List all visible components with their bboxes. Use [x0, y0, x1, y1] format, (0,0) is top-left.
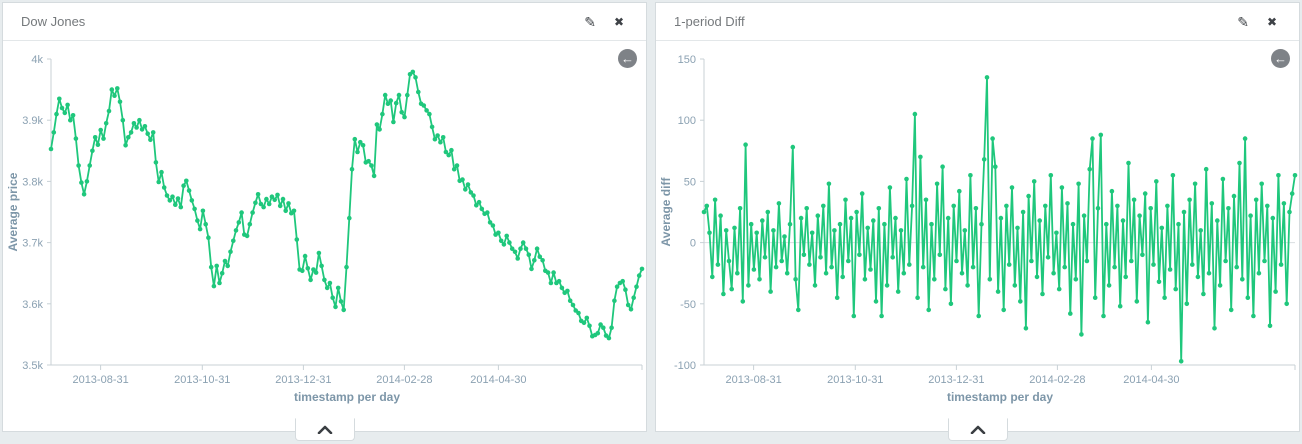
panel-actions: ✎ ✖ [1237, 15, 1299, 29]
dow-jones-line-chart[interactable]: 4k 3.9k 3.8k 3.7k 3.6k 3.5k 2013-08-31 2013-10-… [4, 41, 645, 418]
close-icon[interactable]: ✖ [1266, 14, 1277, 29]
svg-text:-50: -50 [680, 299, 696, 311]
panel-header: Dow Jones ✎ ✖ [3, 3, 646, 41]
back-circle-button[interactable]: ← [618, 49, 637, 68]
panel-1-period-diff: 1-period Diff ✎ ✖ 150 100 50 0 -50 -100 2013-0… [655, 2, 1300, 441]
svg-text:2014-04-30: 2014-04-30 [470, 374, 526, 386]
back-circle-button[interactable]: ← [1271, 49, 1290, 68]
chevron-up-icon [317, 425, 332, 434]
panel-title: 1-period Diff [674, 14, 745, 29]
svg-text:timestamp per day: timestamp per day [294, 390, 400, 404]
svg-text:2014-02-28: 2014-02-28 [376, 374, 432, 386]
diff-line-chart[interactable]: 150 100 50 0 -50 -100 2013-08-31 2013-10-31 2013… [657, 41, 1298, 418]
svg-text:Average price: Average price [6, 172, 20, 251]
panel-dow-jones: Dow Jones ✎ ✖ 4k 3.9k 3.8k 3.7k 3.6k 3.5k 2013… [2, 2, 647, 441]
svg-text:2014-02-28: 2014-02-28 [1029, 374, 1085, 386]
svg-text:-100: -100 [674, 360, 696, 372]
svg-text:2013-10-31: 2013-10-31 [827, 374, 883, 386]
chevron-up-icon [970, 425, 985, 434]
svg-text:3.5k: 3.5k [22, 360, 43, 372]
panel-header: 1-period Diff ✎ ✖ [656, 3, 1299, 41]
back-arrow-icon: ← [1274, 51, 1287, 66]
panel-actions: ✎ ✖ [584, 15, 646, 29]
svg-text:Average diff: Average diff [659, 177, 673, 247]
svg-text:2013-12-31: 2013-12-31 [275, 374, 331, 386]
svg-text:2013-10-31: 2013-10-31 [174, 374, 230, 386]
svg-text:timestamp per day: timestamp per day [947, 390, 1053, 404]
pencil-icon[interactable]: ✎ [1237, 13, 1249, 30]
chart-body: 4k 3.9k 3.8k 3.7k 3.6k 3.5k 2013-08-31 2013-10-… [3, 41, 646, 431]
svg-text:2013-08-31: 2013-08-31 [725, 374, 781, 386]
close-icon[interactable]: ✖ [613, 14, 624, 29]
svg-text:100: 100 [678, 115, 696, 127]
svg-text:2013-12-31: 2013-12-31 [928, 374, 984, 386]
svg-text:3.8k: 3.8k [22, 176, 43, 188]
panel-title: Dow Jones [21, 14, 86, 29]
svg-text:150: 150 [678, 54, 696, 66]
collapse-tab[interactable] [294, 418, 355, 441]
svg-text:3.6k: 3.6k [22, 299, 43, 311]
svg-text:2013-08-31: 2013-08-31 [72, 374, 128, 386]
pencil-icon[interactable]: ✎ [584, 13, 596, 30]
svg-text:4k: 4k [31, 54, 43, 66]
collapse-tab[interactable] [947, 418, 1008, 441]
svg-text:3.7k: 3.7k [22, 238, 43, 250]
svg-text:50: 50 [684, 176, 696, 188]
chart-body: 150 100 50 0 -50 -100 2013-08-31 2013-10-31 2013… [656, 41, 1299, 431]
svg-text:0: 0 [690, 238, 696, 250]
svg-text:2014-04-30: 2014-04-30 [1123, 374, 1179, 386]
svg-text:3.9k: 3.9k [22, 115, 43, 127]
back-arrow-icon: ← [621, 51, 634, 66]
